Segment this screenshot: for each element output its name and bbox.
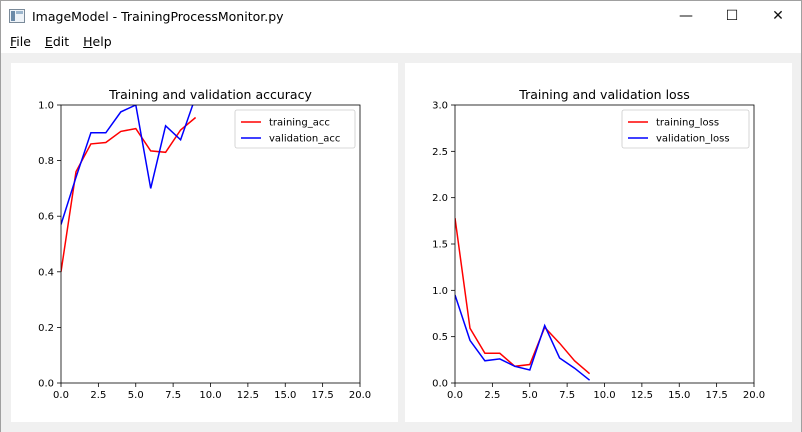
series-line-validation_loss — [455, 294, 591, 381]
menu-edit-accel: E — [44, 34, 53, 49]
y-tick-label: 1.5 — [432, 240, 448, 251]
y-tick-label: 0.4 — [38, 267, 54, 278]
y-tick-label: 0.0 — [38, 379, 54, 390]
x-tick-label: 12.5 — [237, 390, 259, 401]
x-tick-label: 2.5 — [484, 390, 500, 401]
legend-label-training_loss: training_loss — [656, 118, 719, 129]
minimize-icon: — — [679, 8, 693, 24]
y-tick-label: 0.8 — [38, 156, 54, 167]
x-tick-label: 20.0 — [743, 390, 765, 401]
legend-box — [234, 109, 356, 149]
series-line-training_acc — [61, 116, 197, 272]
y-tick-label: 1.0 — [38, 101, 54, 112]
close-button[interactable]: ✕ — [755, 1, 801, 31]
x-tick-label: 10.0 — [199, 390, 221, 401]
chart-title: Training and validation loss — [518, 87, 689, 102]
x-tick-label: 5.0 — [128, 390, 144, 401]
legend-label-validation_acc: validation_acc — [269, 134, 340, 145]
legend: training_loss validation_loss — [621, 109, 750, 149]
menu-edit-label: dit — [52, 34, 70, 49]
client-area: Training and validation accuracy 0.0 2.5 5.… — [1, 53, 801, 432]
x-tick-label: 17.5 — [705, 390, 727, 401]
menu-help-accel: H — [83, 34, 93, 49]
app-icon[interactable] — [9, 9, 25, 23]
x-tick-label: 15.0 — [668, 390, 690, 401]
x-tick-label: 5.0 — [522, 390, 538, 401]
y-tick-label: 1.0 — [432, 286, 448, 297]
loss-chart-panel: Training and validation loss 0.0 2.5 5.0 7.5… — [405, 63, 792, 422]
legend-box — [621, 109, 750, 149]
maximize-button[interactable]: ☐ — [709, 1, 755, 31]
legend-label-training_acc: training_acc — [269, 118, 330, 129]
accuracy-chart-panel: Training and validation accuracy 0.0 2.5 5.… — [11, 63, 398, 422]
menu-help[interactable]: Help — [76, 31, 119, 53]
legend: training_acc validation_acc — [234, 109, 356, 149]
x-tick-label: 15.0 — [274, 390, 296, 401]
menu-bar: File Edit Help — [1, 31, 801, 53]
y-tick-label: 0.5 — [432, 332, 448, 343]
window-controls: — ☐ ✕ — [663, 1, 801, 31]
menu-edit[interactable]: Edit — [38, 31, 76, 53]
maximize-icon: ☐ — [725, 8, 739, 24]
x-tick-label: 0.0 — [447, 390, 463, 401]
close-icon: ✕ — [772, 8, 784, 24]
series-line-training_loss — [455, 217, 591, 375]
menu-file-accel: F — [10, 34, 17, 49]
menu-help-label: elp — [92, 34, 112, 49]
chart-title: Training and validation accuracy — [108, 87, 312, 102]
x-tick-label: 7.5 — [165, 390, 181, 401]
window-title: ImageModel - TrainingProcessMonitor.py — [32, 8, 284, 24]
x-tick-label: 2.5 — [90, 390, 106, 401]
minimize-button[interactable]: — — [663, 1, 709, 31]
menu-file[interactable]: File — [3, 31, 38, 53]
series-line-validation_acc — [61, 105, 194, 225]
legend-label-validation_loss: validation_loss — [656, 134, 730, 145]
x-tick-label: 20.0 — [349, 390, 371, 401]
x-tick-label: 10.0 — [593, 390, 615, 401]
y-tick-label: 2.5 — [432, 147, 448, 158]
x-tick-label: 17.5 — [311, 390, 333, 401]
x-tick-label: 7.5 — [559, 390, 575, 401]
y-tick-label: 3.0 — [432, 101, 448, 112]
menu-file-label: ile — [16, 34, 31, 49]
y-tick-label: 0.0 — [432, 379, 448, 390]
x-tick-label: 12.5 — [631, 390, 653, 401]
title-bar[interactable]: ImageModel - TrainingProcessMonitor.py —… — [1, 1, 801, 31]
y-tick-label: 0.6 — [38, 212, 54, 223]
x-tick-label: 0.0 — [53, 390, 69, 401]
y-tick-label: 0.2 — [38, 323, 54, 334]
loss-chart: Training and validation loss 0.0 2.5 5.0 7.5… — [432, 87, 765, 401]
accuracy-chart: Training and validation accuracy 0.0 2.5 5.… — [38, 87, 371, 401]
y-tick-label: 2.0 — [432, 193, 448, 204]
